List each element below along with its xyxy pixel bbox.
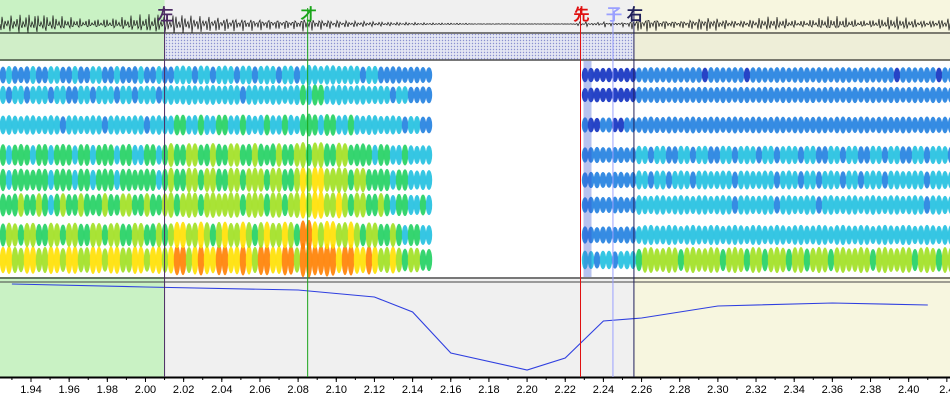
marker-1[interactable]: 左 [157,5,174,377]
tick-label: 2.14 [402,384,423,396]
tick-label: 1.94 [20,384,41,396]
tick-label: 2.12 [364,384,385,396]
spectrogram-pane[interactable] [0,61,950,278]
tick-label: 2.32 [745,384,766,396]
marker-label: 才 [301,5,317,24]
tick-label: 2.22 [555,384,576,396]
tick-label: 2.16 [440,384,461,396]
tick-label: 2.28 [669,384,690,396]
segment-markers: 左 才 先子右 [157,5,643,377]
tick-label: 2.08 [287,384,308,396]
time-axis: 1.94 1.96 1.98 2.00 2.02 2.04 2.06 2.08 2.10 2.12… [0,377,950,396]
tick-label: 2.38 [860,384,881,396]
tick-label: 1.98 [97,384,118,396]
tick-label: 2.30 [707,384,728,396]
pitch-curve [11,283,928,371]
pitch-pane[interactable] [11,283,928,371]
marker-label: 左 [157,5,174,24]
marker-label: 右 [627,5,643,24]
marker-3[interactable]: 先 [574,5,590,377]
marker-label: 先 [574,5,590,24]
marker-5[interactable]: 右 [627,5,643,377]
tick-label: 2.20 [516,384,537,396]
tick-label: 2.18 [478,384,499,396]
marker-2[interactable]: 才 [301,5,317,377]
tick-label: 2.24 [593,384,614,396]
tick-label: 2.04 [211,384,232,396]
tick-label: 2.26 [631,384,652,396]
tick-label: 2.4 [939,384,950,396]
marker-label: 子 [606,5,622,24]
waveform-trace [0,14,950,34]
tick-label: 1.96 [58,384,79,396]
tick-label: 2.40 [898,384,919,396]
tick-label: 2.06 [249,384,270,396]
tick-label: 2.36 [822,384,843,396]
tick-label: 2.10 [326,384,347,396]
waveform-pane[interactable] [0,0,950,60]
tick-label: 2.34 [783,384,804,396]
tick-label: 2.02 [173,384,194,396]
marker-4[interactable]: 子 [606,5,622,377]
tick-label: 2.00 [135,384,156,396]
